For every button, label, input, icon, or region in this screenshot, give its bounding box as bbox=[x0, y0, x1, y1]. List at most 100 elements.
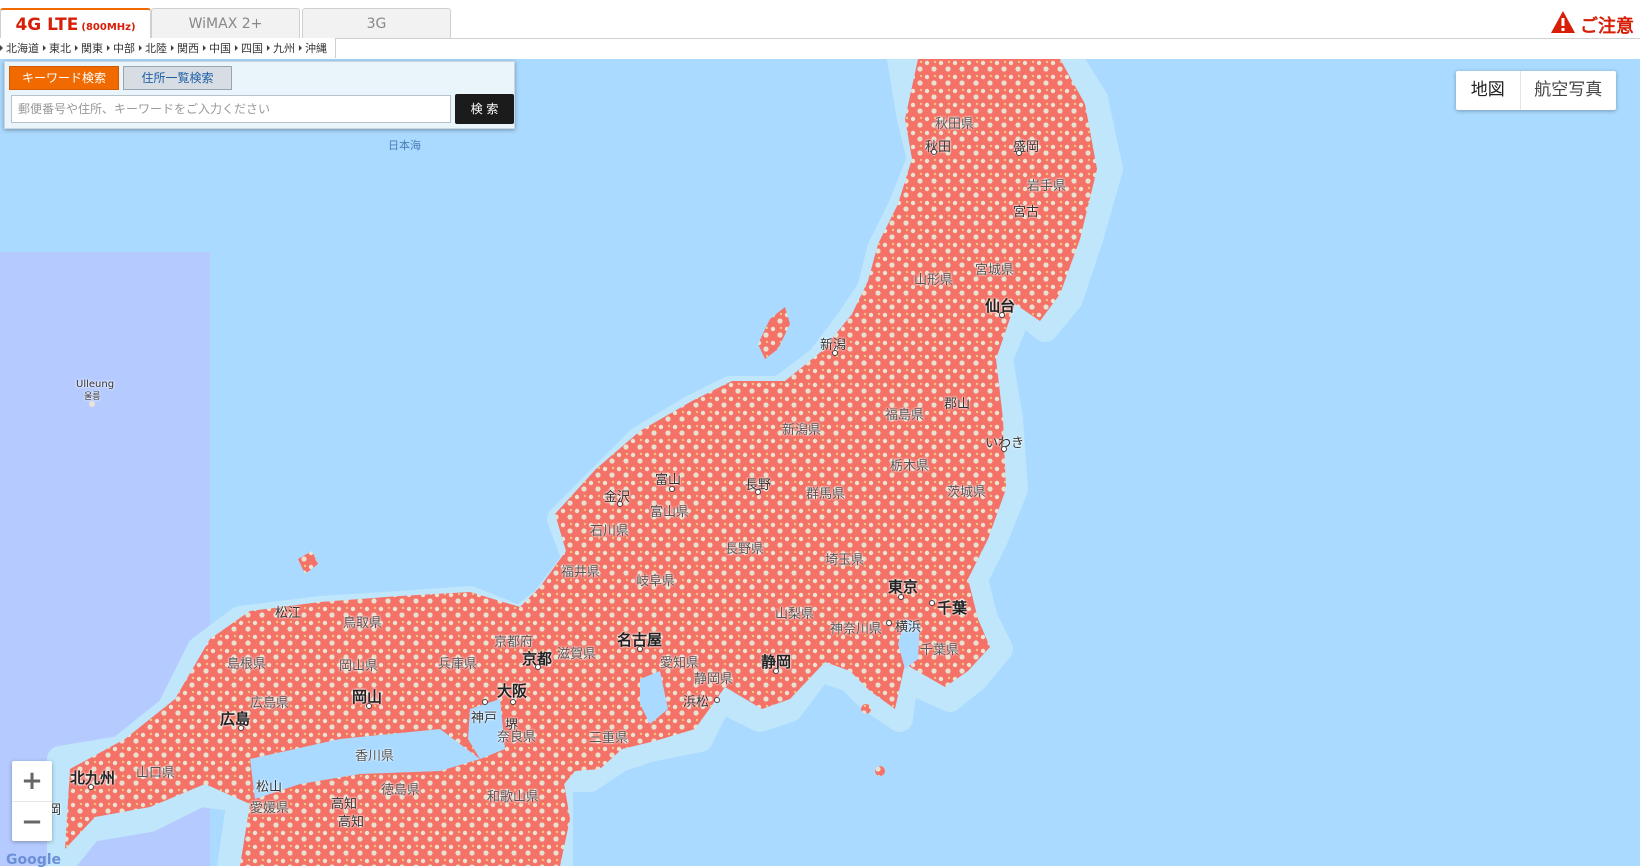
tab-3g[interactable]: 3G bbox=[302, 8, 451, 38]
region-hokkaido[interactable]: 北海道 bbox=[0, 40, 43, 56]
label-nagano-pref: 長野県 bbox=[725, 542, 765, 557]
label-okayama-pref: 岡山県 bbox=[339, 659, 379, 674]
sado-island bbox=[758, 307, 790, 359]
tab-keyword-search[interactable]: キーワード検索 bbox=[9, 66, 119, 90]
label-hamamatsu: 浜松 bbox=[683, 695, 710, 710]
region-chugoku[interactable]: 中国 bbox=[203, 40, 235, 56]
region-kyushu[interactable]: 九州 bbox=[267, 40, 299, 56]
city-marker-sendai bbox=[999, 312, 1005, 318]
city-marker-morioka bbox=[1016, 150, 1022, 156]
label-chiba: 千葉 bbox=[937, 599, 968, 617]
label-toyama-pref: 富山県 bbox=[650, 505, 690, 520]
region-hokuriku[interactable]: 北陸 bbox=[139, 40, 171, 56]
region-chubu[interactable]: 中部 bbox=[107, 40, 139, 56]
label-saitama-pref: 埼玉県 bbox=[825, 553, 865, 568]
tab-address-list-search[interactable]: 住所一覧検索 bbox=[123, 66, 232, 90]
noto-peninsula bbox=[640, 419, 680, 479]
izu-island-oshima bbox=[861, 704, 871, 714]
network-tab-bar: 4G LTE (800MHz) WiMAX 2+ 3G ご注意 bbox=[0, 0, 1640, 39]
label-ishikawa-pref: 石川県 bbox=[590, 524, 630, 539]
label-ehime-pref: 愛媛県 bbox=[250, 801, 290, 816]
label-kagawa-pref: 香川県 bbox=[355, 749, 395, 764]
label-kobe: 神戸 bbox=[471, 711, 498, 726]
label-iwate-pref: 岩手県 bbox=[1027, 179, 1067, 194]
label-kochi-pref: 高知 bbox=[331, 797, 358, 812]
label-kitakyushu: 北九州 bbox=[70, 769, 116, 787]
osaka-bay bbox=[468, 699, 505, 759]
label-wakayama-pref: 和歌山県 bbox=[487, 790, 540, 805]
tab-wimax-label: WiMAX 2+ bbox=[188, 16, 263, 32]
label-akita: 秋田 bbox=[925, 140, 952, 155]
label-fukushima-pref: 福島県 bbox=[885, 408, 925, 423]
city-marker-hamamatsu bbox=[714, 697, 720, 703]
map-type-satellite-button[interactable]: 航空写真 bbox=[1519, 71, 1616, 110]
label-sakai: 堺 bbox=[505, 718, 519, 733]
notice-link[interactable]: ご注意 bbox=[1550, 10, 1634, 39]
label-okayama: 岡山 bbox=[352, 688, 383, 706]
zoom-control: + − bbox=[12, 761, 52, 841]
label-yamaguchi-pref: 山口県 bbox=[136, 766, 176, 781]
map-canvas bbox=[0, 59, 1640, 866]
label-miyako: 宮古 bbox=[1013, 205, 1040, 220]
coverage-map[interactable]: 日本海 Ulleung 울릉 秋田県 秋田 盛岡 岩手県 宮古 山形県 宮城県 … bbox=[0, 59, 1640, 866]
city-marker-kitakyushu bbox=[88, 784, 94, 790]
label-yamagata-pref: 山形県 bbox=[914, 273, 954, 288]
city-marker-niigata bbox=[832, 350, 838, 356]
city-marker-kanazawa bbox=[617, 501, 623, 507]
city-marker-iwaki bbox=[1001, 446, 1007, 452]
tab-3g-label: 3G bbox=[366, 16, 387, 32]
shikoku-landmass bbox=[250, 774, 450, 866]
map-type-control: 地図 航空写真 bbox=[1456, 71, 1616, 110]
label-kyoto: 京都 bbox=[522, 650, 553, 668]
label-tokushima-pref: 徳島県 bbox=[381, 783, 421, 798]
region-okinawa[interactable]: 沖縄 bbox=[299, 40, 331, 56]
label-yamanashi-pref: 山梨県 bbox=[775, 607, 815, 622]
label-tottori-pref: 鳥取県 bbox=[343, 616, 383, 631]
zoom-out-button[interactable]: − bbox=[12, 801, 52, 842]
region-tohoku[interactable]: 東北 bbox=[43, 40, 75, 56]
city-marker-chiba bbox=[929, 600, 935, 606]
label-hyogo-pref: 兵庫県 bbox=[438, 657, 478, 672]
label-kyoto-pref: 京都府 bbox=[494, 635, 534, 650]
search-panel: キーワード検索 住所一覧検索 郵便番号や住所、キーワードをご入力ください 検 索 bbox=[4, 61, 515, 129]
label-hiroshima: 広島 bbox=[220, 710, 251, 728]
izu-island-miyake bbox=[875, 766, 885, 776]
label-nara-pref: 奈良県 bbox=[497, 730, 537, 745]
kii-landmass bbox=[470, 749, 570, 866]
oki-islands bbox=[298, 551, 318, 574]
tab-wimax[interactable]: WiMAX 2+ bbox=[151, 8, 300, 38]
region-kansai[interactable]: 関西 bbox=[171, 40, 203, 56]
city-marker-toyama bbox=[669, 486, 675, 492]
zoom-in-button[interactable]: + bbox=[21, 766, 43, 796]
google-logo: Google bbox=[6, 852, 62, 868]
city-marker-kyoto bbox=[535, 664, 541, 670]
seto-inland-sea bbox=[250, 729, 480, 799]
city-marker-hiroshima bbox=[238, 725, 244, 731]
label-ibaraki-pref: 茨城県 bbox=[947, 485, 987, 500]
label-sendai: 仙台 bbox=[985, 297, 1016, 315]
label-tochigi-pref: 栃木県 bbox=[890, 459, 930, 474]
map-type-map-button[interactable]: 地図 bbox=[1470, 80, 1505, 100]
label-gunma-pref: 群馬県 bbox=[806, 487, 846, 502]
label-matsuyama: 松山 bbox=[256, 780, 283, 795]
region-kanto[interactable]: 関東 bbox=[75, 40, 107, 56]
search-input[interactable]: 郵便番号や住所、キーワードをご入力ください bbox=[11, 95, 451, 123]
label-ulleung-kr: 울릉 bbox=[84, 392, 101, 402]
tab-4g-lte[interactable]: 4G LTE (800MHz) bbox=[0, 8, 151, 39]
label-nagoya: 名古屋 bbox=[617, 631, 663, 649]
label-nagano: 長野 bbox=[745, 478, 772, 493]
label-niigata-pref: 新潟県 bbox=[782, 423, 822, 438]
search-button[interactable]: 検 索 bbox=[455, 94, 514, 124]
city-marker-osaka bbox=[510, 699, 516, 705]
label-mie-pref: 三重県 bbox=[589, 731, 629, 746]
region-shikoku[interactable]: 四国 bbox=[235, 40, 267, 56]
label-matsue: 松江 bbox=[275, 606, 302, 621]
warning-icon bbox=[1550, 10, 1576, 39]
ulleung-island bbox=[89, 401, 95, 407]
notice-label: ご注意 bbox=[1580, 15, 1634, 37]
label-yokohama: 横浜 bbox=[895, 620, 922, 635]
label-miyagi-pref: 宮城県 bbox=[975, 263, 1015, 278]
city-marker-shizuoka bbox=[773, 668, 779, 674]
label-kanagawa-pref: 神奈川県 bbox=[830, 622, 883, 637]
city-marker-akita bbox=[931, 149, 937, 155]
